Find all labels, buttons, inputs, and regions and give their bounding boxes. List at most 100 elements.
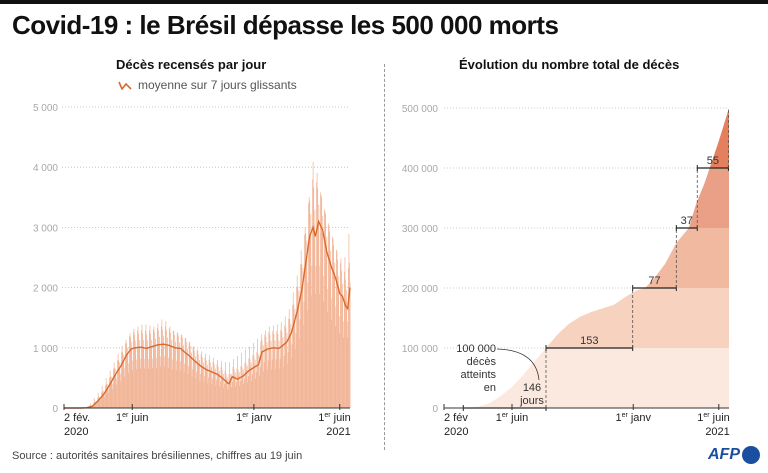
daily-bar (224, 383, 225, 408)
daily-bar (328, 223, 329, 408)
x-tick-label: 1er juin (697, 412, 730, 424)
daily-bar (179, 342, 180, 408)
daily-bar (151, 368, 153, 408)
daily-bar (262, 351, 263, 408)
daily-bar (285, 327, 287, 408)
daily-bar (104, 397, 105, 408)
daily-bar (137, 330, 138, 408)
daily-bar (199, 359, 200, 408)
daily-bar (290, 323, 292, 408)
top-rule (0, 0, 768, 4)
daily-bar (106, 387, 108, 408)
daily-bar (197, 354, 199, 408)
daily-bar (200, 354, 202, 408)
x-tick-label: 1er janv (236, 412, 272, 424)
daily-bar (266, 342, 268, 408)
daily-bar (237, 369, 239, 408)
daily-bar (328, 225, 330, 408)
daily-bar (222, 373, 224, 408)
daily-bar (266, 348, 267, 408)
annotation-text: atteints (461, 369, 497, 381)
daily-bar (240, 366, 242, 408)
daily-bar (110, 376, 112, 408)
daily-bar (233, 359, 234, 408)
daily-deaths-chart: 0 1 000 2 000 3 000 4 000 5 000 2 fév. 2020 1er … (33, 103, 351, 438)
daily-bar (138, 333, 139, 408)
daily-bar (273, 334, 275, 408)
daily-bar (249, 346, 250, 408)
daily-bar (96, 401, 98, 408)
daily-bar (228, 374, 230, 408)
daily-bar (125, 339, 127, 408)
daily-bar (157, 323, 159, 408)
daily-bar (267, 360, 269, 408)
daily-bar (119, 380, 121, 408)
daily-bar (162, 329, 163, 408)
daily-bar (226, 377, 228, 408)
daily-bar (310, 214, 312, 408)
daily-bar (250, 362, 252, 408)
daily-bar (230, 374, 232, 408)
daily-bar (341, 270, 342, 408)
daily-bar (170, 332, 171, 408)
daily-bar (115, 369, 117, 408)
milestone-days-label: 55 (707, 155, 719, 167)
daily-bar (340, 258, 342, 408)
daily-bar (150, 333, 151, 408)
daily-bar (177, 332, 179, 408)
daily-bar (186, 353, 188, 408)
daily-bar (119, 362, 121, 408)
daily-bar (326, 236, 328, 408)
daily-bar (177, 335, 179, 408)
daily-bar (212, 361, 214, 408)
daily-bar (223, 387, 225, 408)
daily-bar (238, 372, 240, 408)
daily-bar (292, 305, 294, 408)
daily-bar (325, 213, 327, 408)
daily-bar (309, 234, 311, 408)
daily-bar (302, 267, 304, 408)
cumulative-band (444, 108, 729, 168)
daily-bar (158, 330, 159, 408)
daily-bar (312, 179, 313, 408)
daily-bar (159, 336, 160, 408)
daily-bar (106, 384, 108, 408)
daily-bar (195, 356, 196, 408)
daily-bar (168, 357, 170, 408)
daily-bar (268, 326, 270, 408)
daily-bar (164, 356, 166, 408)
daily-bar (246, 369, 247, 408)
daily-bar (303, 301, 305, 408)
y-tick-label: 0 (52, 404, 58, 415)
daily-bar (208, 359, 210, 408)
daily-bar (221, 360, 222, 408)
daily-bar (341, 295, 343, 408)
daily-bar (321, 233, 323, 408)
daily-bar (347, 321, 349, 408)
x-tick-label: 2 fév. (64, 412, 90, 424)
panel-divider (384, 64, 385, 450)
daily-bar (116, 384, 117, 408)
daily-bar (345, 279, 346, 408)
daily-bar (136, 359, 138, 408)
daily-bar (192, 369, 193, 408)
daily-bar (123, 354, 125, 408)
daily-bar (185, 341, 187, 408)
daily-bar (174, 347, 176, 408)
daily-bar (120, 373, 122, 408)
daily-bar (159, 366, 161, 408)
daily-bar (94, 402, 96, 408)
daily-bar (148, 359, 150, 408)
daily-bar (213, 364, 215, 408)
daily-bar (163, 335, 164, 408)
daily-bar (274, 346, 275, 408)
daily-bar (287, 352, 289, 408)
daily-bar (175, 341, 176, 408)
daily-bar (210, 370, 212, 408)
daily-bar (320, 192, 321, 408)
daily-bar (126, 343, 127, 408)
daily-bar (96, 403, 97, 408)
daily-bar (122, 352, 124, 408)
daily-bar (219, 386, 221, 408)
daily-bar (307, 282, 309, 408)
